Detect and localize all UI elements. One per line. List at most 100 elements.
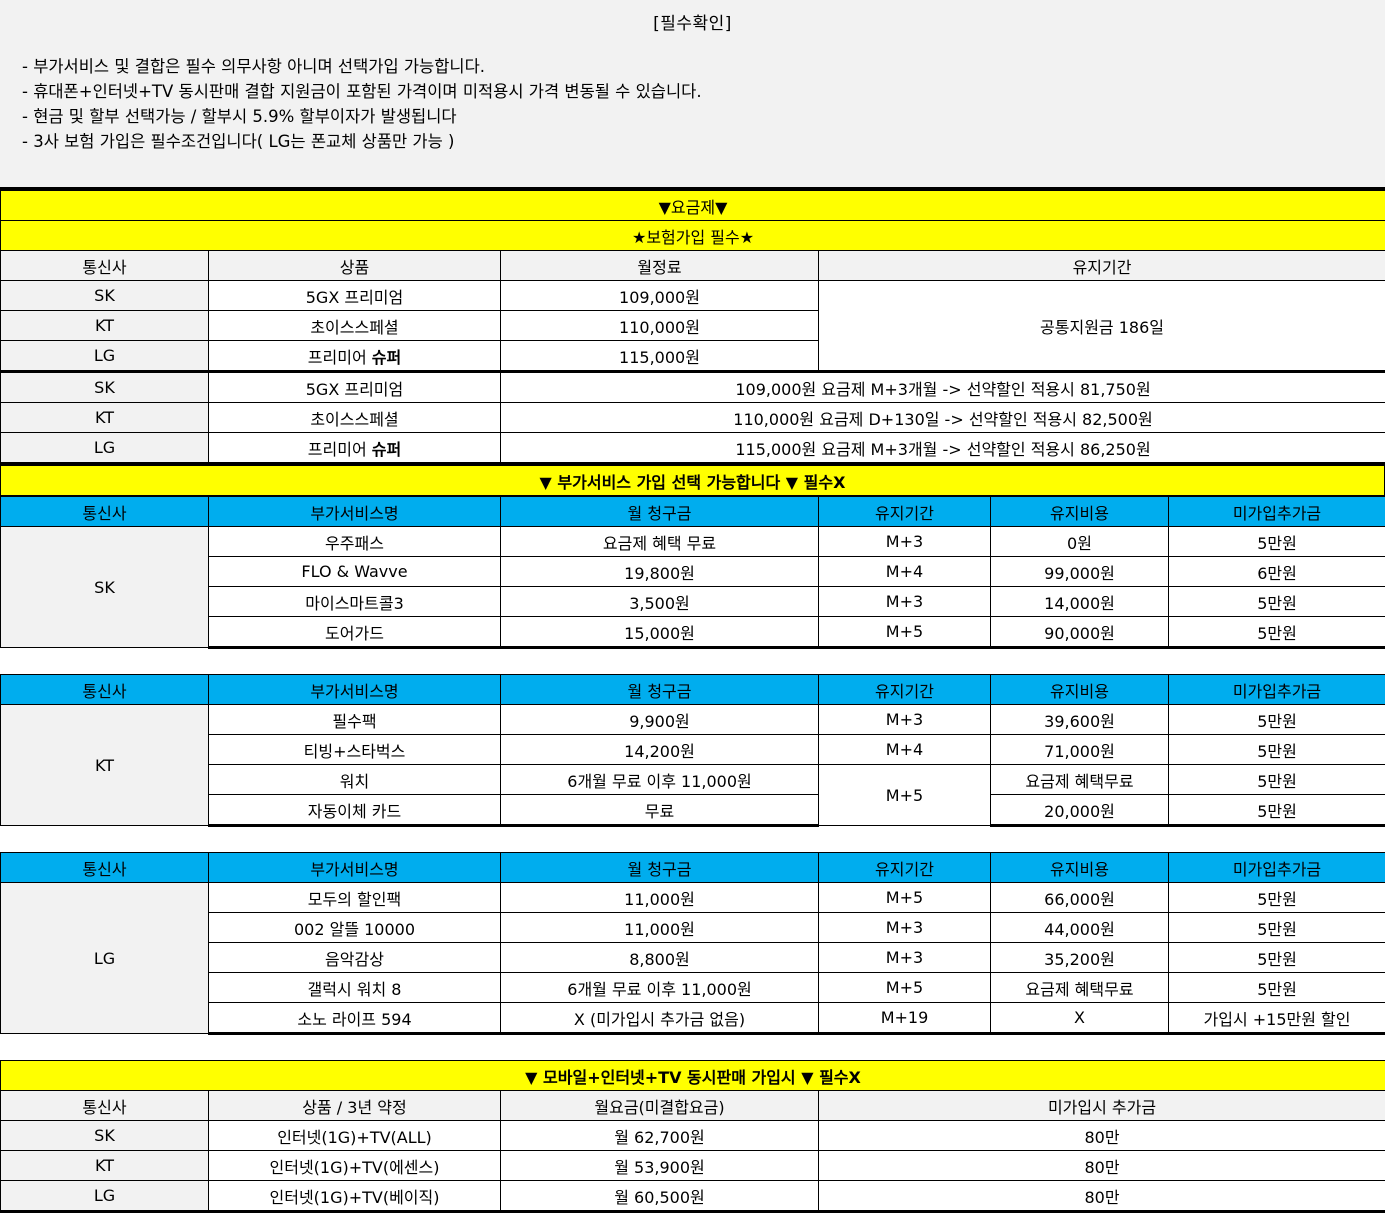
cell-period: M+4 [819,557,991,587]
col-header-retention: 유지기간 [819,675,991,705]
notice-line-list: - 부가서비스 및 결합은 필수 의무사항 아니며 선택가입 가능합니다. - … [0,54,1385,154]
cell-service: 우주패스 [209,527,501,557]
cell-bill: 3,500원 [501,587,819,617]
cell-product: 초이스스페셜 [209,403,501,433]
cell-bill: 14,200원 [501,735,819,765]
notice-line: - 휴대폰+인터넷+TV 동시판매 결합 지원금이 포함된 가격이며 미적용시 … [22,79,1385,104]
cell-service: 필수팩 [209,705,501,735]
cell-service: 자동이체 카드 [209,795,501,826]
table-row: 티빙+스타벅스 14,200원 M+4 71,000원 5만원 [1,735,1385,765]
cell-bill: 요금제 혜택 무료 [501,527,819,557]
col-header-nonjoin-extra: 미가입추가금 [1169,853,1385,883]
col-header-monthly-fee: 월정료 [501,251,819,281]
cell-extra: 80만 [819,1181,1385,1212]
col-header-retention-cost: 유지비용 [991,497,1169,527]
cell-service: 워치 [209,765,501,795]
col-header-product: 상품 / 3년 약정 [209,1091,501,1121]
col-header-monthly-bill: 월 청구금 [501,675,819,705]
table-row: KT 인터넷(1G)+TV(에센스) 월 53,900원 80만 [1,1151,1385,1181]
table-row: KT 필수팩 9,900원 M+3 39,600원 5만원 [1,705,1385,735]
col-header-monthly-bill: 월 청구금 [501,853,819,883]
cell-bill: X (미가입시 추가금 없음) [501,1003,819,1034]
cell-carrier: KT [1,1151,209,1181]
cell-carrier: SK [1,1121,209,1151]
col-header-product: 상품 [209,251,501,281]
table-row: SK 인터넷(1G)+TV(ALL) 월 62,700원 80만 [1,1121,1385,1151]
table-row: 음악감상 8,800원 M+3 35,200원 5만원 [1,943,1385,973]
product-bold: 슈퍼 [372,440,401,459]
cell-cost: 요금제 혜택무료 [991,973,1169,1003]
cell-period: M+3 [819,587,991,617]
cell-bill: 19,800원 [501,557,819,587]
bundle-band-row: ▼ 모바일+인터넷+TV 동시판매 가입시 ▼ 필수X [1,1061,1385,1091]
cell-cost: 71,000원 [991,735,1169,765]
plan-band-label: ▼요금제▼ [1,191,1385,221]
cell-carrier: LG [1,883,209,1034]
cell-service: 음악감상 [209,943,501,973]
cell-carrier: LG [1,341,209,372]
cell-bill: 11,000원 [501,913,819,943]
addon-band-row: ▼ 부가서비스 가입 선택 가능합니다 ▼ 필수X [1,466,1385,496]
cell-extra: 5만원 [1169,765,1385,795]
cell-cost: 20,000원 [991,795,1169,826]
cell-cost: 66,000원 [991,883,1169,913]
cell-extra: 5만원 [1169,527,1385,557]
col-header-nonjoin-extra: 미가입시 추가금 [819,1091,1385,1121]
cell-extra: 5만원 [1169,587,1385,617]
table-row: FLO & Wavve 19,800원 M+4 99,000원 6만원 [1,557,1385,587]
col-header-monthly-bill: 월 청구금 [501,497,819,527]
cell-product: 인터넷(1G)+TV(에센스) [209,1151,501,1181]
cell-extra: 5만원 [1169,913,1385,943]
col-header-retention: 유지기간 [819,251,1385,281]
cell-discount-detail: 115,000원 요금제 M+3개월 -> 선약할인 적용시 86,250원 [501,433,1385,464]
addon-band-table: ▼ 부가서비스 가입 선택 가능합니다 ▼ 필수X [0,465,1385,496]
addon-table-sk: 통신사 부가서비스명 월 청구금 유지기간 유지비용 미가입추가금 SK 우주패… [0,496,1385,649]
cell-carrier: KT [1,403,209,433]
cell-monthly-fee: 110,000원 [501,311,819,341]
cell-extra: 5만원 [1169,617,1385,648]
cell-bill: 8,800원 [501,943,819,973]
bundle-band-label: ▼ 모바일+인터넷+TV 동시판매 가입시 ▼ 필수X [1,1061,1385,1091]
table-row: 자동이체 카드 무료 20,000원 5만원 [1,795,1385,826]
cell-product: 인터넷(1G)+TV(베이직) [209,1181,501,1212]
cell-product: 초이스스페셜 [209,311,501,341]
insurance-band-row: ★보험가입 필수★ [1,221,1385,251]
addon-header-row: 통신사 부가서비스명 월 청구금 유지기간 유지비용 미가입추가금 [1,497,1385,527]
cell-service: 갤럭시 워치 8 [209,973,501,1003]
table-row: LG 인터넷(1G)+TV(베이직) 월 60,500원 80만 [1,1181,1385,1212]
cell-monthly: 월 60,500원 [501,1181,819,1212]
cell-extra: 5만원 [1169,735,1385,765]
cell-extra: 5만원 [1169,795,1385,826]
cell-extra: 5만원 [1169,973,1385,1003]
cell-extra: 80만 [819,1121,1385,1151]
cell-bill: 무료 [501,795,819,826]
col-header-nonjoin-extra: 미가입추가금 [1169,497,1385,527]
cell-cost: 요금제 혜택무료 [991,765,1169,795]
cell-period: M+3 [819,705,991,735]
table-row: 도어가드 15,000원 M+5 90,000원 5만원 [1,617,1385,648]
cell-cost: 14,000원 [991,587,1169,617]
cell-product: 프리미어 슈퍼 [209,433,501,464]
cell-bill: 11,000원 [501,883,819,913]
table-row: 002 알뜰 10000 11,000원 M+3 44,000원 5만원 [1,913,1385,943]
cell-extra: 5만원 [1169,943,1385,973]
cell-product: 5GX 프리미엄 [209,281,501,311]
product-plain: 프리미어 [308,348,372,367]
product-bold: 슈퍼 [372,348,401,367]
section-gap [0,649,1385,674]
cell-cost: 35,200원 [991,943,1169,973]
cell-carrier: SK [1,527,209,648]
cell-monthly-fee: 109,000원 [501,281,819,311]
product-plain: 5GX 프리미엄 [306,288,404,307]
col-header-service: 부가서비스명 [209,853,501,883]
notice-line: - 3사 보험 가입은 필수조건입니다( LG는 폰교체 상품만 가능 ) [22,129,1385,154]
cell-service: 002 알뜰 10000 [209,913,501,943]
table-row: LG 프리미어 슈퍼 115,000원 요금제 M+3개월 -> 선약할인 적용… [1,433,1385,464]
col-header-monthly: 월요금(미결합요금) [501,1091,819,1121]
cell-bill: 6개월 무료 이후 11,000원 [501,973,819,1003]
cell-monthly: 월 62,700원 [501,1121,819,1151]
col-header-carrier: 통신사 [1,675,209,705]
page-title: [필수확인] [0,0,1385,34]
cell-extra: 80만 [819,1151,1385,1181]
cell-cost: X [991,1003,1169,1034]
